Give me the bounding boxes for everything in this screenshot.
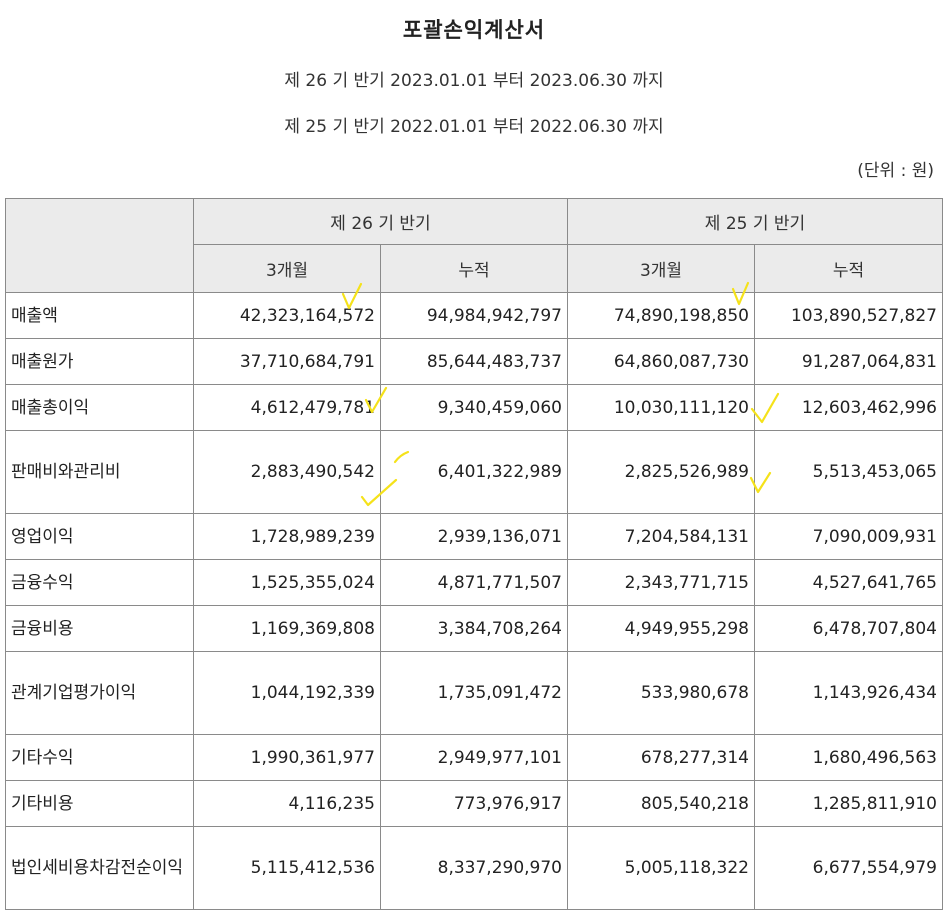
value-cell: 9,340,459,060	[380, 384, 568, 431]
table-row: 법인세비용차감전순이익 5,115,412,536 8,337,290,970 5,0…	[5, 826, 943, 910]
value-cell: 1,735,091,472	[380, 651, 568, 735]
statement-title: 포괄손익계산서	[402, 18, 546, 42]
value-cell: 12,603,462,996	[754, 384, 943, 431]
value-cell: 533,980,678	[567, 651, 755, 735]
row-label: 기타수익	[5, 734, 194, 781]
value-cell: 678,277,314	[567, 734, 755, 781]
value-cell: 3,384,708,264	[380, 605, 568, 652]
value-cell: 2,949,977,101	[380, 734, 568, 781]
value-cell: 85,644,483,737	[380, 338, 568, 385]
row-label: 매출총이익	[5, 384, 194, 431]
row-label: 법인세비용차감전순이익	[5, 826, 194, 910]
value-cell: 103,890,527,827	[754, 292, 943, 339]
row-label: 금융수익	[5, 559, 194, 606]
value-cell: 4,527,641,765	[754, 559, 943, 606]
value-cell: 74,890,198,850	[567, 292, 755, 339]
value-cell: 5,115,412,536	[193, 826, 381, 910]
value-cell: 94,984,942,797	[380, 292, 568, 339]
income-statement-table: 제 26 기 반기 제 25 기 반기 3개월 누적 3개월 누적 매출액 42,…	[5, 198, 943, 910]
value-cell: 6,401,322,989	[380, 430, 568, 514]
table-row: 금융수익 1,525,355,024 4,871,771,507 2,343,771,…	[5, 559, 943, 606]
table-row: 매출액 42,323,164,572 94,984,942,797 74,890,19…	[5, 292, 943, 339]
table-row: 매출총이익 4,612,479,781 9,340,459,060 10,030,11…	[5, 384, 943, 431]
unit-label: (단위 : 원)	[857, 161, 934, 181]
table-row: 관계기업평가이익 1,044,192,339 1,735,091,472 533,98…	[5, 651, 943, 735]
header-prior-cumulative: 누적	[754, 244, 943, 293]
table-row: 판매비와관리비 2,883,490,542 6,401,322,989 2,825,5…	[5, 430, 943, 514]
table-row: 영업이익 1,728,989,239 2,939,136,071 7,204,584,…	[5, 513, 943, 560]
row-label: 관계기업평가이익	[5, 651, 194, 735]
value-cell: 805,540,218	[567, 780, 755, 827]
value-cell: 6,478,707,804	[754, 605, 943, 652]
row-label: 매출원가	[5, 338, 194, 385]
value-cell: 773,976,917	[380, 780, 568, 827]
value-cell: 1,044,192,339	[193, 651, 381, 735]
header-prior-period: 제 25 기 반기	[567, 198, 943, 245]
table-row: 금융비용 1,169,369,808 3,384,708,264 4,949,955,…	[5, 605, 943, 652]
value-cell: 37,710,684,791	[193, 338, 381, 385]
value-cell: 2,825,526,989	[567, 430, 755, 514]
header-current-cumulative: 누적	[380, 244, 568, 293]
period-current: 제 26 기 반기 2023.01.01 부터 2023.06.30 까지	[284, 71, 664, 91]
value-cell: 5,513,453,065	[754, 430, 943, 514]
value-cell: 4,949,955,298	[567, 605, 755, 652]
value-cell: 1,285,811,910	[754, 780, 943, 827]
value-cell: 4,871,771,507	[380, 559, 568, 606]
value-cell: 2,883,490,542	[193, 430, 381, 514]
value-cell: 7,204,584,131	[567, 513, 755, 560]
value-cell: 1,169,369,808	[193, 605, 381, 652]
value-cell: 1,525,355,024	[193, 559, 381, 606]
value-cell: 1,990,361,977	[193, 734, 381, 781]
value-cell: 91,287,064,831	[754, 338, 943, 385]
value-cell: 2,343,771,715	[567, 559, 755, 606]
value-cell: 5,005,118,322	[567, 826, 755, 910]
row-label: 기타비용	[5, 780, 194, 827]
value-cell: 1,728,989,239	[193, 513, 381, 560]
value-cell: 10,030,111,120	[567, 384, 755, 431]
value-cell: 1,680,496,563	[754, 734, 943, 781]
row-label: 금융비용	[5, 605, 194, 652]
value-cell: 42,323,164,572	[193, 292, 381, 339]
value-cell: 64,860,087,730	[567, 338, 755, 385]
header-corner	[5, 198, 194, 293]
row-label: 판매비와관리비	[5, 430, 194, 514]
value-cell: 7,090,009,931	[754, 513, 943, 560]
value-cell: 4,612,479,781	[193, 384, 381, 431]
value-cell: 6,677,554,979	[754, 826, 943, 910]
header-current-3month: 3개월	[193, 244, 381, 293]
table-row: 매출원가 37,710,684,791 85,644,483,737 64,860,0…	[5, 338, 943, 385]
value-cell: 4,116,235	[193, 780, 381, 827]
value-cell: 8,337,290,970	[380, 826, 568, 910]
table-row: 기타수익 1,990,361,977 2,949,977,101 678,277,31…	[5, 734, 943, 781]
row-label: 매출액	[5, 292, 194, 339]
row-label: 영업이익	[5, 513, 194, 560]
value-cell: 1,143,926,434	[754, 651, 943, 735]
table-row: 기타비용 4,116,235 773,976,917 805,540,218 1,285…	[5, 780, 943, 827]
header-prior-3month: 3개월	[567, 244, 755, 293]
value-cell: 2,939,136,071	[380, 513, 568, 560]
header-current-period: 제 26 기 반기	[193, 198, 568, 245]
period-prior: 제 25 기 반기 2022.01.01 부터 2022.06.30 까지	[284, 117, 664, 137]
